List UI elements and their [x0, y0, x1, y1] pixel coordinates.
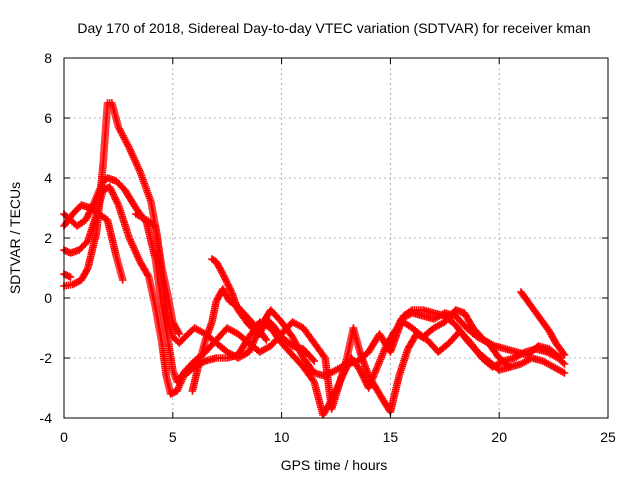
y-tick-label: 0 [44, 290, 52, 306]
data-point [560, 360, 569, 368]
series-track8 [188, 285, 271, 395]
y-tick-labels: -4 -2 0 2 4 6 8 [40, 50, 53, 426]
series-track10 [386, 309, 514, 371]
data-point [175, 330, 184, 338]
x-tick-label: 15 [383, 429, 399, 445]
x-tick-label: 10 [274, 429, 290, 445]
data-point [506, 363, 514, 371]
series-track6 [132, 210, 184, 338]
series-track5 [60, 270, 75, 281]
axis-ticks [63, 57, 609, 419]
data-point [556, 354, 564, 362]
series-track2 [60, 174, 569, 416]
data-point [118, 276, 127, 284]
x-tick-label: 5 [169, 429, 177, 445]
x-tick-label: 20 [491, 429, 507, 445]
y-tick-label: -4 [40, 410, 53, 426]
series-track4 [60, 201, 127, 284]
series-track1 [60, 99, 569, 380]
data-point [310, 357, 319, 365]
data-point [66, 273, 75, 281]
x-tick-label: 0 [60, 429, 68, 445]
y-tick-label: 4 [44, 170, 52, 186]
chart-title: Day 170 of 2018, Sidereal Day-to-day VTE… [77, 20, 590, 36]
x-tick-labels: 0 5 10 15 20 25 [60, 429, 616, 445]
x-axis-label: GPS time / hours [281, 457, 388, 473]
series-track9 [517, 288, 569, 359]
data-point [262, 336, 271, 344]
data-point [560, 369, 569, 377]
data-point [560, 351, 569, 359]
series-track3 [60, 183, 564, 419]
data-points [60, 99, 569, 419]
x-tick-label: 25 [600, 429, 616, 445]
y-tick-label: 2 [44, 230, 52, 246]
y-tick-label: 8 [44, 50, 52, 66]
y-tick-label: -2 [40, 350, 53, 366]
y-tick-label: 6 [44, 110, 52, 126]
y-axis-label: SDTVAR / TECUs [7, 182, 23, 294]
